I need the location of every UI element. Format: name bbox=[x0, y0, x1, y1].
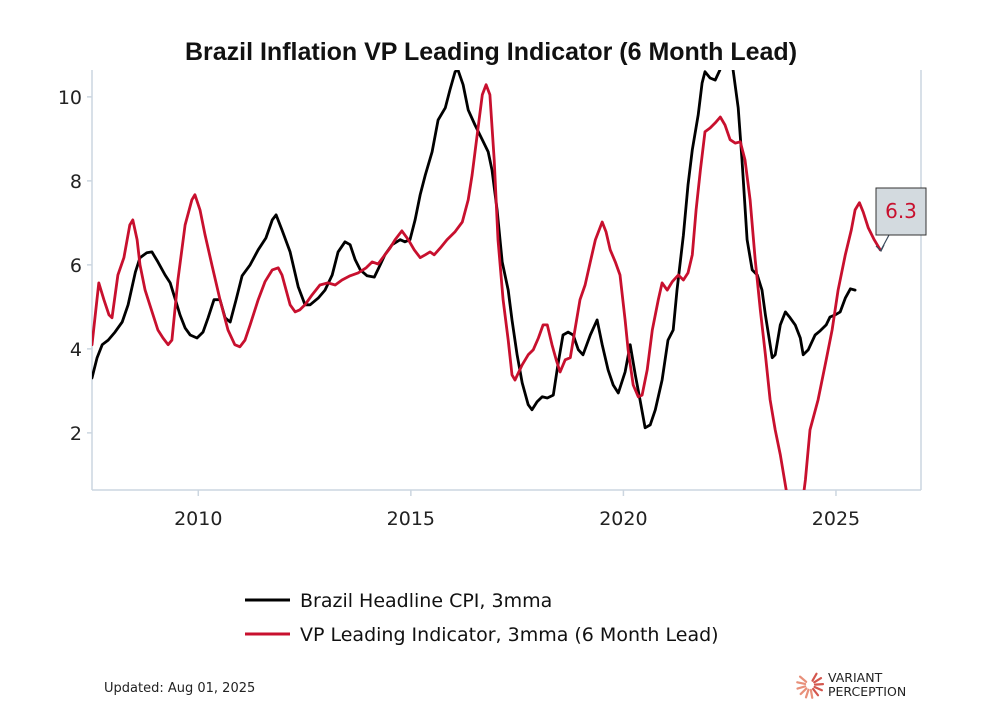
sunburst-ray bbox=[811, 687, 820, 697]
legend-label-cpi: Brazil Headline CPI, 3mma bbox=[300, 590, 552, 612]
sunburst-ray bbox=[798, 675, 808, 683]
chart-title: Brazil Inflation VP Leading Indicator (6… bbox=[185, 38, 797, 66]
series-line-cpi bbox=[92, 70, 857, 430]
legend: Brazil Headline CPI, 3mma VP Leading Ind… bbox=[245, 590, 719, 646]
legend-label-vp: VP Leading Indicator, 3mma (6 Month Lead… bbox=[300, 624, 719, 646]
axes bbox=[91, 70, 922, 491]
sunburst-ray bbox=[799, 687, 808, 696]
annotation-value: 6.3 bbox=[885, 199, 917, 223]
y-ticks: 2 4 6 8 10 bbox=[58, 87, 92, 445]
x-tick-label: 2025 bbox=[812, 508, 860, 530]
sunburst-ray bbox=[811, 672, 818, 682]
updated-date: Updated: Aug 01, 2025 bbox=[104, 681, 255, 696]
x-tick-label: 2020 bbox=[599, 508, 647, 530]
y-tick-label: 8 bbox=[70, 171, 82, 193]
sunburst-ray bbox=[813, 677, 823, 684]
sunburst-icon bbox=[796, 672, 825, 699]
sunburst-ray bbox=[813, 682, 825, 686]
sunburst-ray bbox=[813, 685, 823, 692]
x-tick-label: 2015 bbox=[387, 508, 435, 530]
annotation-arrowhead bbox=[875, 244, 885, 253]
annotation-box bbox=[875, 187, 927, 236]
logo-line1: VARIANT bbox=[828, 670, 883, 685]
sunburst-ray bbox=[804, 688, 810, 699]
legend-item-vp: VP Leading Indicator, 3mma (6 Month Lead… bbox=[245, 624, 719, 646]
y-tick-label: 6 bbox=[70, 255, 82, 277]
sunburst-ray bbox=[809, 688, 814, 699]
x-tick-label: 2010 bbox=[174, 508, 222, 530]
annotation-label: 6.3 bbox=[875, 187, 927, 253]
series-line-vp bbox=[92, 83, 882, 490]
y-tick-label: 2 bbox=[70, 423, 82, 445]
sunburst-ray bbox=[796, 685, 807, 690]
legend-item-cpi: Brazil Headline CPI, 3mma bbox=[245, 590, 552, 612]
x-ticks: 2010 2015 2020 2025 bbox=[174, 490, 860, 530]
y-tick-label: 10 bbox=[58, 87, 82, 109]
sunburst-ray bbox=[796, 681, 807, 686]
series-group bbox=[92, 70, 882, 490]
logo-line2: PERCEPTION bbox=[828, 684, 906, 699]
variant-perception-logo: VARIANT PERCEPTION bbox=[796, 670, 906, 699]
y-tick-label: 4 bbox=[70, 339, 82, 361]
